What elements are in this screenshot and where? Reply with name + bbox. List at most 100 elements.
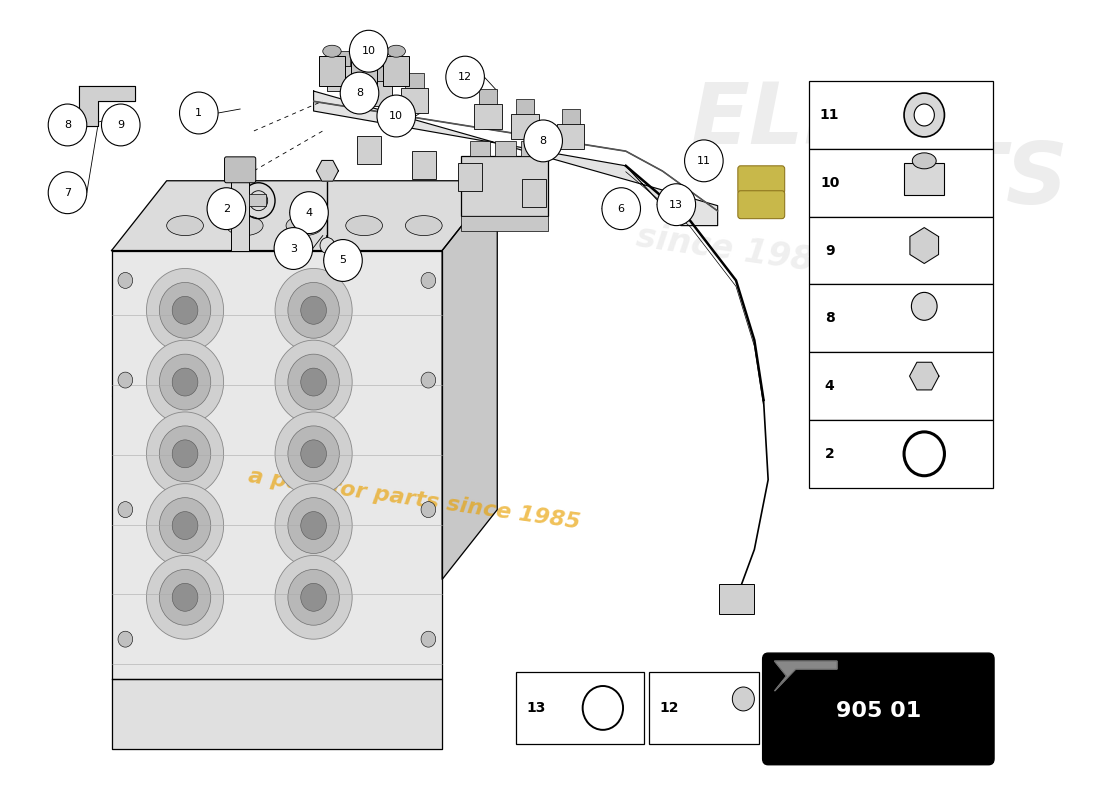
- Circle shape: [173, 368, 198, 396]
- Circle shape: [275, 555, 352, 639]
- Circle shape: [274, 228, 312, 270]
- Circle shape: [421, 372, 436, 388]
- Circle shape: [160, 354, 211, 410]
- Circle shape: [288, 570, 339, 626]
- Circle shape: [173, 583, 198, 611]
- Circle shape: [179, 92, 218, 134]
- Circle shape: [323, 239, 362, 282]
- Circle shape: [173, 296, 198, 324]
- Bar: [649, 672, 759, 744]
- Circle shape: [160, 426, 211, 482]
- Ellipse shape: [345, 216, 383, 235]
- Bar: [516, 99, 534, 114]
- Circle shape: [421, 631, 436, 647]
- Polygon shape: [317, 161, 339, 181]
- Ellipse shape: [355, 46, 373, 57]
- Text: 1: 1: [196, 108, 202, 118]
- FancyBboxPatch shape: [762, 653, 994, 765]
- Bar: [810, 285, 993, 352]
- Circle shape: [146, 484, 223, 567]
- Bar: [461, 156, 548, 216]
- Bar: [516, 672, 645, 744]
- Bar: [400, 88, 428, 113]
- Circle shape: [904, 93, 945, 137]
- Bar: [364, 81, 392, 106]
- Text: 6: 6: [618, 204, 625, 214]
- Polygon shape: [111, 181, 497, 250]
- Bar: [319, 56, 344, 86]
- Ellipse shape: [912, 153, 936, 169]
- Polygon shape: [910, 228, 938, 263]
- Circle shape: [288, 498, 339, 554]
- Text: 9: 9: [825, 243, 835, 258]
- Bar: [250, 194, 266, 206]
- Circle shape: [288, 354, 339, 410]
- Circle shape: [524, 120, 562, 162]
- Bar: [810, 420, 993, 488]
- Text: 13: 13: [526, 701, 546, 715]
- Circle shape: [300, 583, 327, 611]
- Circle shape: [300, 512, 327, 539]
- Text: 2: 2: [825, 447, 835, 461]
- Circle shape: [300, 440, 327, 468]
- Circle shape: [146, 340, 223, 424]
- Circle shape: [288, 282, 339, 338]
- Polygon shape: [442, 181, 497, 579]
- Text: 12: 12: [458, 72, 472, 82]
- Circle shape: [377, 95, 416, 137]
- Circle shape: [146, 555, 223, 639]
- Circle shape: [173, 512, 198, 539]
- Bar: [231, 176, 250, 250]
- Text: 4: 4: [825, 379, 835, 393]
- Circle shape: [289, 192, 328, 234]
- Circle shape: [160, 498, 211, 554]
- Circle shape: [300, 296, 327, 324]
- Text: 8: 8: [825, 311, 835, 326]
- Circle shape: [657, 184, 695, 226]
- Circle shape: [160, 570, 211, 626]
- Bar: [810, 217, 993, 285]
- Ellipse shape: [322, 46, 341, 57]
- Circle shape: [733, 687, 755, 711]
- Bar: [411, 151, 436, 178]
- Text: 905 01: 905 01: [836, 701, 921, 721]
- Circle shape: [340, 72, 378, 114]
- Polygon shape: [314, 91, 717, 226]
- Bar: [557, 124, 584, 149]
- Bar: [384, 56, 409, 86]
- Bar: [904, 163, 945, 194]
- Bar: [356, 136, 381, 164]
- Polygon shape: [910, 362, 939, 390]
- Text: 10: 10: [389, 111, 404, 121]
- Text: 8: 8: [356, 88, 363, 98]
- Text: 9: 9: [118, 120, 124, 130]
- Text: since 1985: since 1985: [634, 220, 838, 281]
- Circle shape: [602, 188, 640, 230]
- Polygon shape: [111, 250, 442, 679]
- Bar: [512, 114, 539, 139]
- Bar: [810, 352, 993, 420]
- Bar: [810, 149, 993, 217]
- FancyBboxPatch shape: [738, 190, 784, 218]
- Circle shape: [350, 30, 388, 72]
- Circle shape: [173, 440, 198, 468]
- Bar: [522, 178, 546, 206]
- Polygon shape: [79, 86, 134, 126]
- Text: 8: 8: [64, 120, 72, 130]
- Bar: [561, 109, 580, 124]
- Text: 13: 13: [669, 200, 683, 210]
- Bar: [478, 89, 497, 104]
- Bar: [332, 51, 350, 66]
- Circle shape: [320, 238, 334, 254]
- Text: 12: 12: [659, 701, 679, 715]
- Ellipse shape: [227, 216, 263, 235]
- Text: 8: 8: [540, 136, 547, 146]
- Circle shape: [118, 631, 133, 647]
- Circle shape: [101, 104, 140, 146]
- Polygon shape: [774, 661, 837, 691]
- Polygon shape: [111, 679, 442, 749]
- Bar: [521, 141, 541, 156]
- Text: 7: 7: [64, 188, 72, 198]
- Text: ELP: ELP: [690, 79, 867, 162]
- FancyBboxPatch shape: [224, 157, 255, 182]
